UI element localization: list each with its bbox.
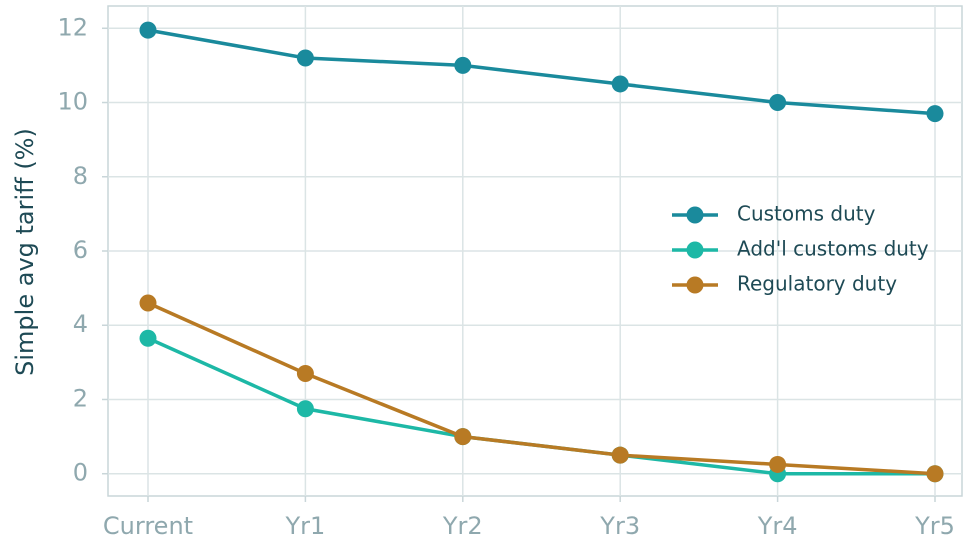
data-point <box>139 294 157 312</box>
legend-label: Regulatory duty <box>737 272 897 296</box>
series-line <box>147 301 936 476</box>
legend-marker <box>686 241 704 259</box>
data-point <box>769 455 787 473</box>
data-point <box>926 465 944 483</box>
x-tick-label: Yr1 <box>285 512 326 540</box>
data-point <box>296 365 314 382</box>
x-tick-label: Yr2 <box>442 512 483 540</box>
series-line <box>147 28 936 116</box>
legend-label: Add'l customs duty <box>737 237 929 261</box>
x-tick-label: Yr4 <box>757 512 798 540</box>
series-line <box>147 336 935 476</box>
data-point <box>611 446 629 464</box>
data-point <box>926 105 944 123</box>
x-tick-label: Current <box>103 512 193 540</box>
data-point <box>139 21 157 39</box>
y-tick-label: 4 <box>73 310 88 338</box>
legend-label: Customs duty <box>737 202 876 226</box>
data-point <box>296 49 314 67</box>
data-point <box>296 400 314 418</box>
data-point <box>769 94 787 112</box>
data-point <box>454 56 472 74</box>
y-tick-label: 6 <box>73 236 88 264</box>
y-tick-label: 0 <box>73 459 88 487</box>
y-axis-label: Simple avg tariff (%) <box>11 128 39 376</box>
x-tick-label: Yr3 <box>599 512 640 540</box>
x-tick-label: Yr5 <box>914 512 955 540</box>
y-tick-label: 12 <box>57 13 88 41</box>
data-point <box>139 329 157 347</box>
y-tick-label: 10 <box>57 88 88 116</box>
data-point <box>611 75 629 93</box>
legend-marker <box>686 276 704 294</box>
y-tick-label: 2 <box>73 384 88 412</box>
y-tick-label: 8 <box>73 162 88 190</box>
data-point <box>454 428 472 446</box>
legend-marker <box>686 206 704 224</box>
